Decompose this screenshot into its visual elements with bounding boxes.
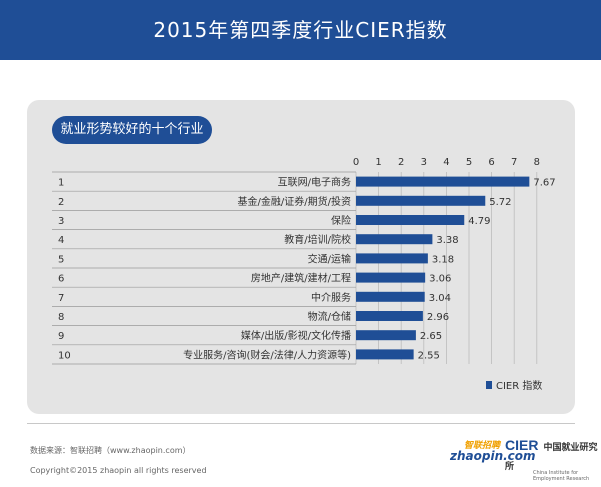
- x-tick-label: 4: [443, 157, 449, 168]
- rank-label: 1: [58, 178, 64, 189]
- x-tick-label: 3: [421, 157, 427, 168]
- x-tick-label: 2: [398, 157, 404, 168]
- bar: [356, 291, 425, 302]
- bar: [356, 195, 486, 206]
- legend-swatch: [486, 381, 492, 389]
- x-tick-label: 5: [466, 157, 472, 168]
- x-tick-label: 6: [488, 157, 494, 168]
- rank-label: 10: [58, 350, 71, 361]
- category-label: 媒体/出版/影视/文化传播: [241, 329, 351, 342]
- chart-rows: 1 互联网/电子商务 7.67 2 基金/金融/证券/期货/投资 5.72 3 保险 4.79 4…: [58, 176, 556, 362]
- value-label: 7.67: [533, 178, 555, 189]
- bar: [356, 234, 433, 245]
- rank-label: 7: [58, 293, 64, 304]
- value-label: 2.65: [420, 331, 442, 342]
- value-label: 3.18: [432, 254, 454, 265]
- category-label: 专业服务/咨询(财会/法律/人力资源等): [183, 348, 351, 361]
- category-label: 教育/培训/院校: [284, 233, 351, 246]
- x-tick-label: 0: [353, 157, 359, 168]
- category-label: 基金/金融/证券/期货/投资: [238, 195, 351, 208]
- bar: [356, 176, 530, 187]
- bar: [356, 330, 416, 341]
- value-label: 3.06: [429, 274, 451, 285]
- section-label: 就业形势较好的十个行业: [52, 116, 212, 144]
- category-label: 互联网/电子商务: [278, 176, 351, 189]
- value-label: 3.04: [429, 293, 451, 304]
- rank-label: 3: [58, 216, 64, 227]
- category-label: 物流/仓储: [308, 310, 351, 323]
- rank-label: 5: [58, 254, 64, 265]
- value-label: 4.79: [468, 216, 490, 227]
- zhaopin-logo-en: zhaopin.com: [450, 449, 536, 463]
- cier-logo: CIER 中国就业研究所 China Institute for Employm…: [505, 435, 601, 482]
- value-label: 5.72: [489, 197, 511, 208]
- x-tick-label: 7: [511, 157, 517, 168]
- footer-divider: [27, 423, 575, 424]
- bar: [356, 253, 428, 264]
- chart-card: [27, 100, 575, 414]
- legend-label: CIER 指数: [496, 379, 542, 392]
- value-label: 2.96: [427, 312, 449, 323]
- rank-label: 6: [58, 274, 64, 285]
- zhaopin-logo: 智联招聘 zhaopin.com: [450, 438, 536, 463]
- x-tick-label: 1: [375, 157, 381, 168]
- bar: [356, 215, 465, 225]
- cier-logo-text: CIER: [505, 437, 539, 453]
- bar: [356, 272, 426, 283]
- category-label: 房地产/建筑/建材/工程: [251, 272, 351, 285]
- chart-legend: CIER 指数: [486, 379, 542, 392]
- cier-logo-sub: China Institute for Employment Research: [533, 470, 590, 482]
- x-axis-ticks: 0 1 2 3 4 5 6 7 8: [353, 157, 540, 168]
- value-label: 3.38: [436, 235, 458, 246]
- category-label: 中介服务: [311, 291, 351, 304]
- cier-logo-name: 中国就业研究所: [505, 443, 598, 472]
- category-label: 保险: [331, 214, 351, 227]
- rank-label: 2: [58, 197, 64, 208]
- bar: [356, 349, 414, 360]
- category-label: 交通/运输: [308, 252, 351, 265]
- rank-label: 4: [58, 235, 64, 246]
- bar: [356, 311, 423, 321]
- page-title: 2015年第四季度行业CIER指数: [153, 18, 448, 42]
- value-label: 2.55: [418, 350, 440, 361]
- copyright-text: Copyright©2015 zhaopin all rights reserv…: [30, 466, 207, 475]
- rank-label: 9: [58, 331, 64, 342]
- zhaopin-logo-cn: 智联招聘: [464, 441, 501, 451]
- x-tick-label: 8: [534, 157, 540, 168]
- data-source: 数据来源：智联招聘（www.zhaopin.com）: [30, 446, 191, 455]
- header-banner: [0, 0, 601, 60]
- rank-label: 8: [58, 312, 64, 323]
